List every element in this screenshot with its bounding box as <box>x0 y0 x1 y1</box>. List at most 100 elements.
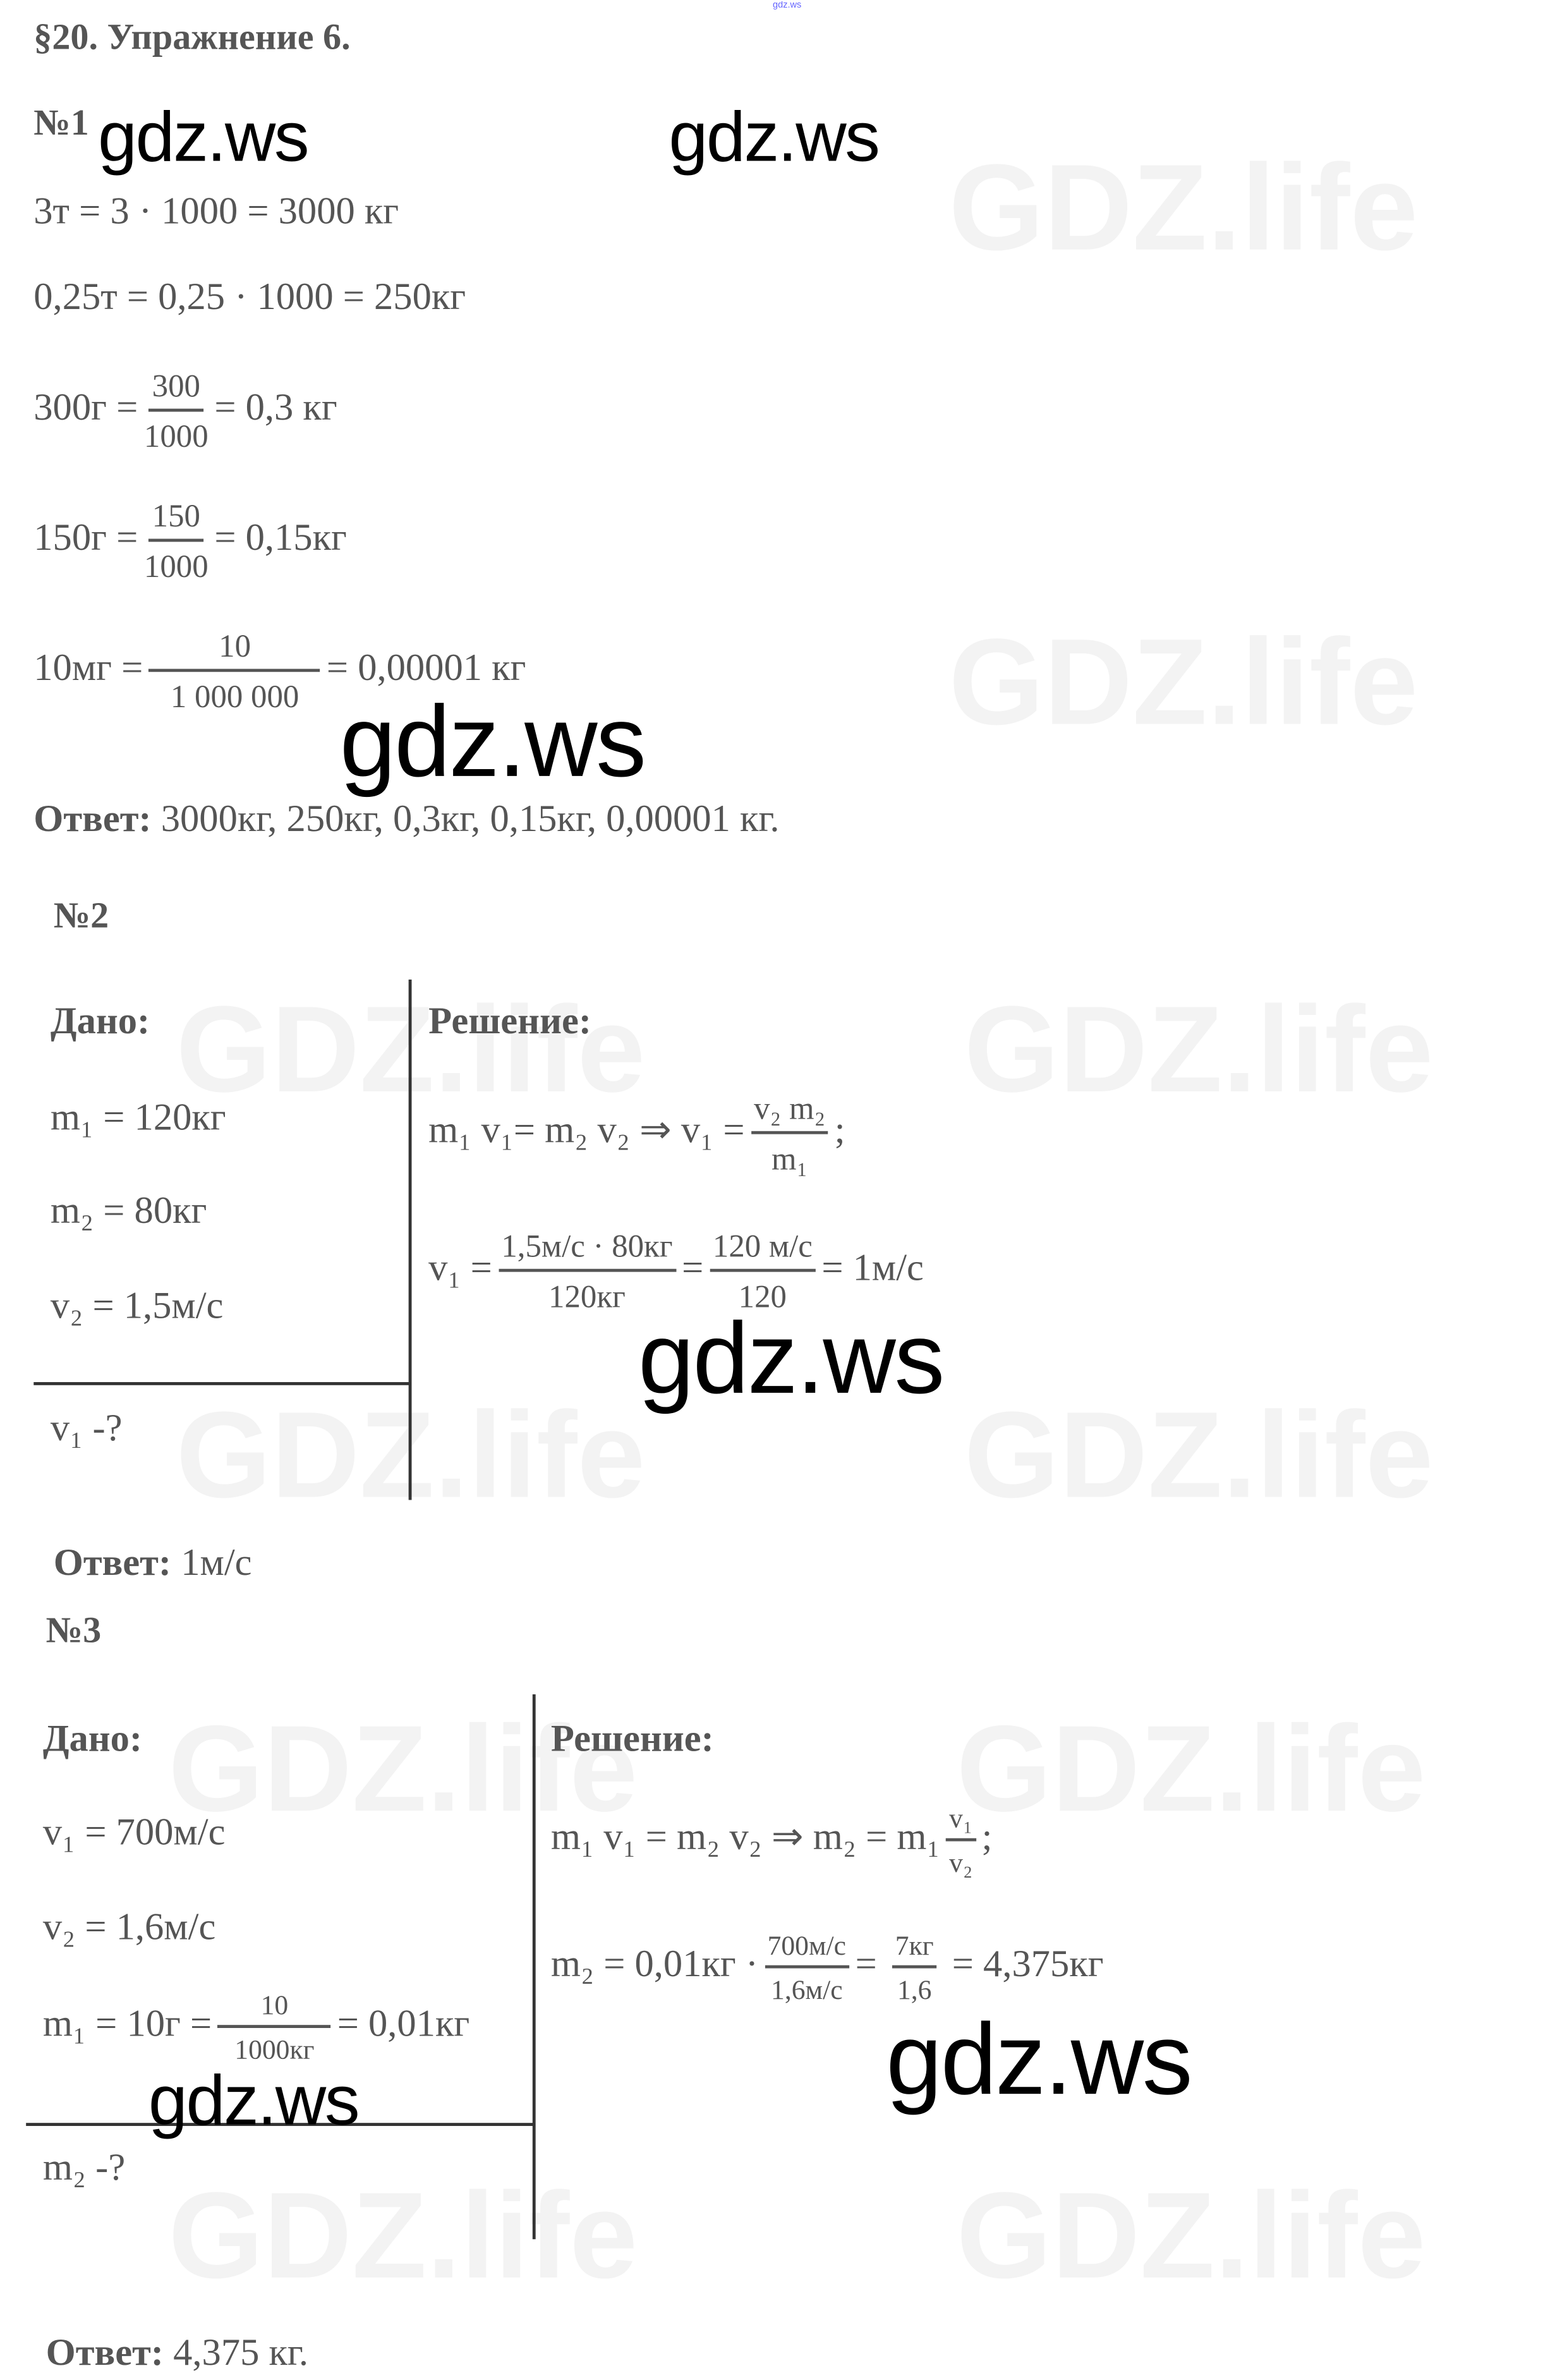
faint-watermark: GDZ.life <box>948 614 1419 750</box>
denominator: 1000 <box>143 548 209 585</box>
faint-watermark: GDZ.life <box>956 2167 1426 2304</box>
watermark-logo: gdz.ws <box>339 684 646 798</box>
lhs: v₁ = <box>428 1248 492 1289</box>
answer-label: Ответ: <box>33 799 152 841</box>
answer-value: 3000кг, 250кг, 0,3кг, 0,15кг, 0,00001 кг… <box>160 799 780 841</box>
denominator: 1 000 000 <box>170 677 299 715</box>
semicolon: ; <box>834 1110 845 1151</box>
ex1-line-1: 3т = 3 · 1000 = 3000 кг <box>33 191 399 233</box>
answer-label: Ответ: <box>53 1543 172 1584</box>
denominator: 1,6м/с <box>771 1974 843 2005</box>
fraction: 7кг 1,6 <box>892 1930 937 2005</box>
numerator: 10 <box>148 628 321 672</box>
numerator: 10 <box>217 1989 332 2029</box>
page-title: §20. Упражнение 6. <box>33 18 351 59</box>
exercise-2-label: №2 <box>53 897 109 937</box>
lhs: 300г = <box>33 387 138 429</box>
ex1-line-5: 10мг = 10 1 000 000 = 0,00001 кг <box>33 628 526 715</box>
given-label: Дано: <box>42 1718 143 1761</box>
table-divider-vertical <box>532 1694 536 2240</box>
fraction: 700м/с 1,6м/с <box>764 1930 849 2005</box>
numerator: v₂ m₂ <box>751 1090 829 1134</box>
fraction: 150 1000 <box>144 497 209 585</box>
numerator: 120 м/с <box>710 1227 816 1272</box>
faint-watermark: GDZ.life <box>964 981 1434 1117</box>
lhs: 10мг = <box>33 648 143 689</box>
answer-value: 4,375 кг. <box>173 2332 309 2374</box>
exercise-3-label: №3 <box>45 1612 102 1652</box>
ex1-answer: Ответ: 3000кг, 250кг, 0,3кг, 0,15кг, 0,0… <box>33 798 779 844</box>
lhs: m₁ v₁= m₂ v₂ ⇒ v₁ = <box>428 1110 745 1151</box>
ex2-answer: Ответ: 1м/с <box>54 1541 252 1588</box>
watermark-logo: gdz.ws <box>886 2001 1192 2116</box>
denominator: 1,6 <box>897 1974 932 2005</box>
table-divider-horizontal <box>26 2123 535 2127</box>
equals: = <box>855 1944 877 1986</box>
denominator: 1000кг <box>234 2034 315 2065</box>
ex2-equation-2: v₁ = 1,5м/с · 80кг 120кг = 120 м/с 120 = 1м/с <box>428 1227 924 1314</box>
fraction: 1,5м/с · 80кг 120кг <box>498 1227 676 1315</box>
answer-label: Ответ: <box>45 2332 164 2374</box>
ex3-equation-1: m₁ v₁ = m₂ v₂ ⇒ m₂ = m₁ v₁ v₂; <box>551 1803 993 1878</box>
find-item: v₁ -? <box>50 1408 123 1450</box>
given-item: v₂ = 1,6м/с <box>42 1907 216 1949</box>
denominator: 1000 <box>143 418 209 455</box>
ex3-answer: Ответ: 4,375 кг. <box>46 2331 308 2377</box>
denominator: v₂ <box>949 1847 973 1878</box>
numerator: v₁ <box>946 1803 976 1842</box>
denominator: 120кг <box>548 1278 626 1315</box>
faint-watermark: GDZ.life <box>168 2167 638 2304</box>
fraction: 10 1000кг <box>217 1989 332 2065</box>
lhs: m₁ v₁ = m₂ v₂ ⇒ m₂ = m₁ <box>550 1817 940 1859</box>
numerator: 150 <box>148 497 203 542</box>
fraction: 120 м/с 120 <box>710 1227 816 1314</box>
header-link[interactable]: gdz.ws <box>773 1 802 11</box>
given-label: Дано: <box>50 1000 150 1043</box>
lhs: m₁ = 10г = <box>42 2003 212 2046</box>
ex3-equation-2: m₂ = 0,01кг · 700м/с 1,6м/с = 7кг 1,6 = 4,375к… <box>551 1930 1104 2005</box>
numerator: 700м/с <box>764 1930 849 1969</box>
fraction: 300 1000 <box>144 367 209 454</box>
rhs: = 0,15кг <box>214 518 347 559</box>
given-item: v₁ = 700м/с <box>42 1812 226 1854</box>
faint-watermark: GDZ.life <box>948 139 1419 276</box>
rhs: = 1м/с <box>821 1248 924 1289</box>
lhs: 150г = <box>33 518 138 559</box>
equals: = <box>682 1248 704 1289</box>
watermark-logo: gdz.ws <box>669 96 880 176</box>
fraction: v₁ v₂ <box>946 1803 976 1878</box>
denominator: m₁ <box>771 1140 808 1177</box>
solution-label: Решение: <box>428 1000 592 1043</box>
exercise-1-label: №1 <box>33 104 89 144</box>
rhs: = 0,01кг <box>337 2003 470 2046</box>
watermark-logo: gdz.ws <box>98 96 310 176</box>
solution-label: Решение: <box>550 1718 714 1761</box>
table-divider-vertical <box>408 980 412 1500</box>
find-item: m₂ -? <box>42 2147 126 2189</box>
ex1-line-4: 150г = 150 1000 = 0,15кг <box>33 497 347 585</box>
given-item: v₂ = 1,5м/с <box>50 1285 224 1327</box>
lhs: m₂ = 0,01кг · <box>550 1944 759 1986</box>
rhs: = 0,00001 кг <box>326 648 526 689</box>
fraction: v₂ m₂ m₁ <box>751 1090 829 1177</box>
watermark-logo: gdz.ws <box>148 2060 360 2140</box>
ex1-line-3: 300г = 300 1000 = 0,3 кг <box>33 367 337 454</box>
faint-watermark: GDZ.life <box>956 1700 1426 1837</box>
given-item: m₁ = 120кг <box>50 1097 226 1139</box>
rhs: = 4,375кг <box>952 1944 1104 1986</box>
semicolon: ; <box>981 1817 993 1859</box>
given-item: m₁ = 10г = 10 1000кг = 0,01кг <box>43 1989 469 2065</box>
fraction: 10 1 000 000 <box>148 628 321 715</box>
numerator: 300 <box>148 367 203 412</box>
ex2-equation-1: m₁ v₁= m₂ v₂ ⇒ v₁ = v₂ m₂ m₁; <box>428 1090 845 1177</box>
faint-watermark: GDZ.life <box>964 1387 1434 1523</box>
given-item: m₂ = 80кг <box>50 1191 207 1232</box>
rhs: = 0,3 кг <box>214 387 337 429</box>
faint-watermark: GDZ.life <box>168 1700 638 1837</box>
denominator: 120 <box>738 1278 787 1315</box>
ex1-line-2: 0,25т = 0,25 · 1000 = 250кг <box>33 277 466 319</box>
answer-value: 1м/с <box>181 1543 252 1584</box>
numerator: 7кг <box>892 1930 937 1969</box>
watermark-logo: gdz.ws <box>638 1301 945 1414</box>
